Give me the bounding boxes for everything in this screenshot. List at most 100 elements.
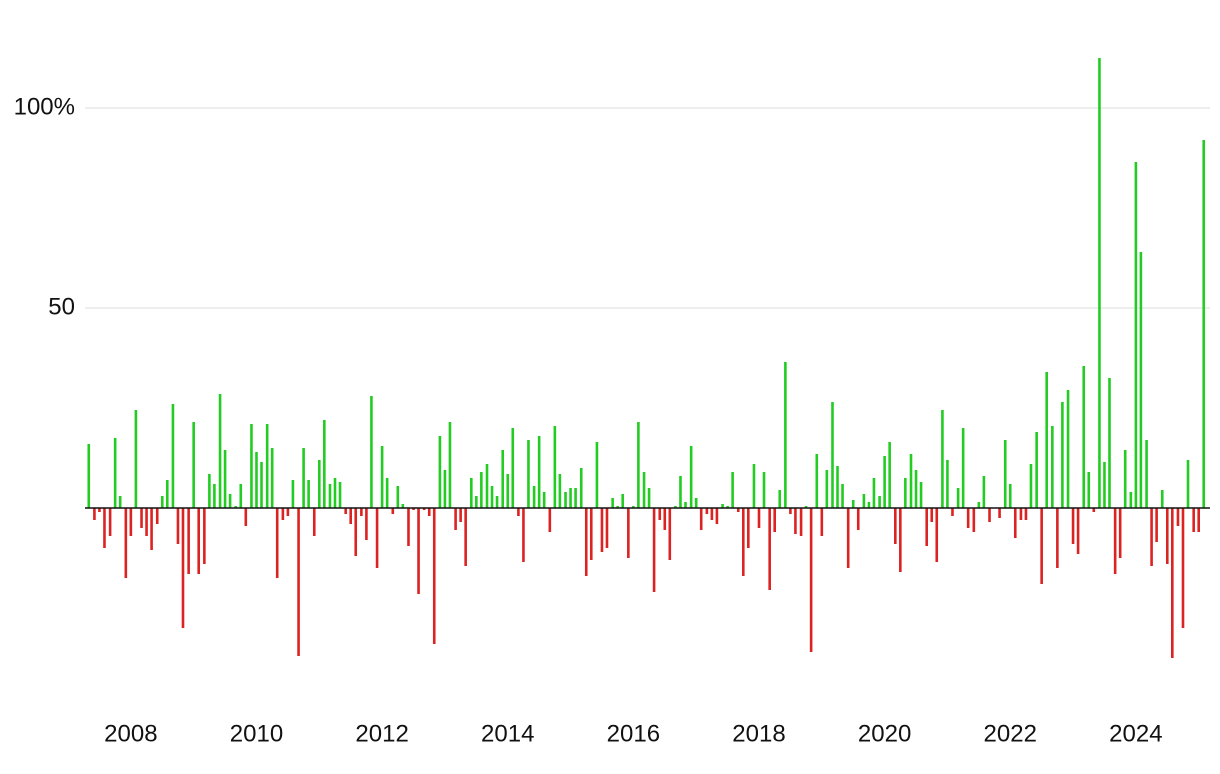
bar: [804, 506, 808, 508]
bar: [846, 508, 850, 568]
bar: [1134, 162, 1138, 508]
bar: [951, 508, 954, 516]
bar: [935, 508, 939, 562]
bar: [710, 508, 714, 520]
bar: [275, 508, 279, 578]
bar: [611, 498, 614, 508]
bar: [584, 508, 588, 576]
bar: [684, 502, 687, 508]
bar: [1076, 508, 1080, 554]
bar: [1197, 508, 1200, 532]
bar: [307, 480, 310, 508]
bar: [1082, 366, 1086, 508]
bar: [1202, 140, 1206, 508]
bar: [579, 468, 583, 508]
bar: [705, 508, 709, 514]
bar: [349, 508, 353, 524]
bar: [427, 508, 431, 516]
bar: [1098, 58, 1101, 508]
bar: [506, 474, 510, 508]
bar: [1118, 508, 1122, 558]
x-tick-label: 2008: [104, 720, 157, 747]
bar: [145, 508, 148, 536]
bar: [181, 508, 185, 628]
bar: [1192, 508, 1195, 532]
bar: [836, 466, 839, 508]
bar: [1013, 508, 1017, 538]
bar: [726, 506, 729, 508]
bar: [391, 508, 395, 514]
bar: [501, 450, 505, 508]
bar: [831, 402, 834, 508]
bar: [532, 486, 536, 508]
bar: [820, 508, 824, 536]
bar: [752, 464, 756, 508]
bar: [422, 508, 426, 510]
bar: [741, 508, 745, 576]
bar: [998, 508, 1001, 518]
bar: [480, 472, 483, 508]
bar: [966, 508, 970, 528]
bar: [223, 450, 227, 508]
bar: [878, 496, 881, 508]
bar: [134, 410, 138, 508]
x-tick-label: 2024: [1109, 720, 1162, 747]
bar: [605, 508, 609, 548]
bar: [396, 486, 400, 508]
bar: [600, 508, 604, 552]
bar: [1071, 508, 1075, 544]
bar: [956, 488, 960, 508]
bar: [558, 474, 562, 508]
bar: [338, 482, 342, 508]
bar: [1040, 508, 1043, 584]
bar: [1145, 440, 1148, 508]
bar: [448, 422, 452, 508]
bar: [747, 508, 750, 548]
bar: [1171, 508, 1174, 658]
bar: [825, 470, 829, 508]
bar: [982, 476, 986, 508]
bar: [799, 508, 803, 536]
bar: [768, 508, 771, 590]
bar: [1186, 460, 1190, 508]
bar: [888, 442, 891, 508]
bar: [454, 508, 457, 530]
bar: [218, 394, 222, 508]
bar: [192, 422, 195, 508]
bar: [789, 508, 792, 514]
bar: [155, 508, 159, 524]
bar: [569, 488, 572, 508]
bar: [1108, 378, 1111, 508]
bar: [674, 506, 677, 508]
bar: [699, 508, 703, 530]
bar: [140, 508, 143, 528]
x-tick-label: 2014: [481, 720, 534, 747]
bar: [291, 480, 295, 508]
bar: [475, 496, 478, 508]
bar: [464, 508, 467, 566]
bar: [872, 478, 876, 508]
bar: [87, 444, 91, 508]
bar: [867, 502, 871, 508]
bar: [668, 508, 672, 560]
bar: [642, 472, 646, 508]
bar: [208, 474, 211, 508]
bar: [297, 508, 300, 656]
bar: [328, 484, 332, 508]
x-tick-label: 2020: [858, 720, 911, 747]
bar: [365, 508, 368, 540]
bar: [961, 428, 965, 508]
bar: [930, 508, 934, 522]
bar: [511, 428, 515, 508]
bar: [1003, 440, 1007, 508]
bar: [1113, 508, 1117, 574]
bar: [401, 504, 405, 508]
bar: [1092, 508, 1096, 512]
bar: [417, 508, 420, 594]
bar: [773, 508, 776, 532]
bar: [1051, 426, 1054, 508]
bar: [203, 508, 206, 564]
bar: [380, 446, 384, 508]
bar: [1029, 464, 1033, 508]
bar: [862, 494, 866, 508]
